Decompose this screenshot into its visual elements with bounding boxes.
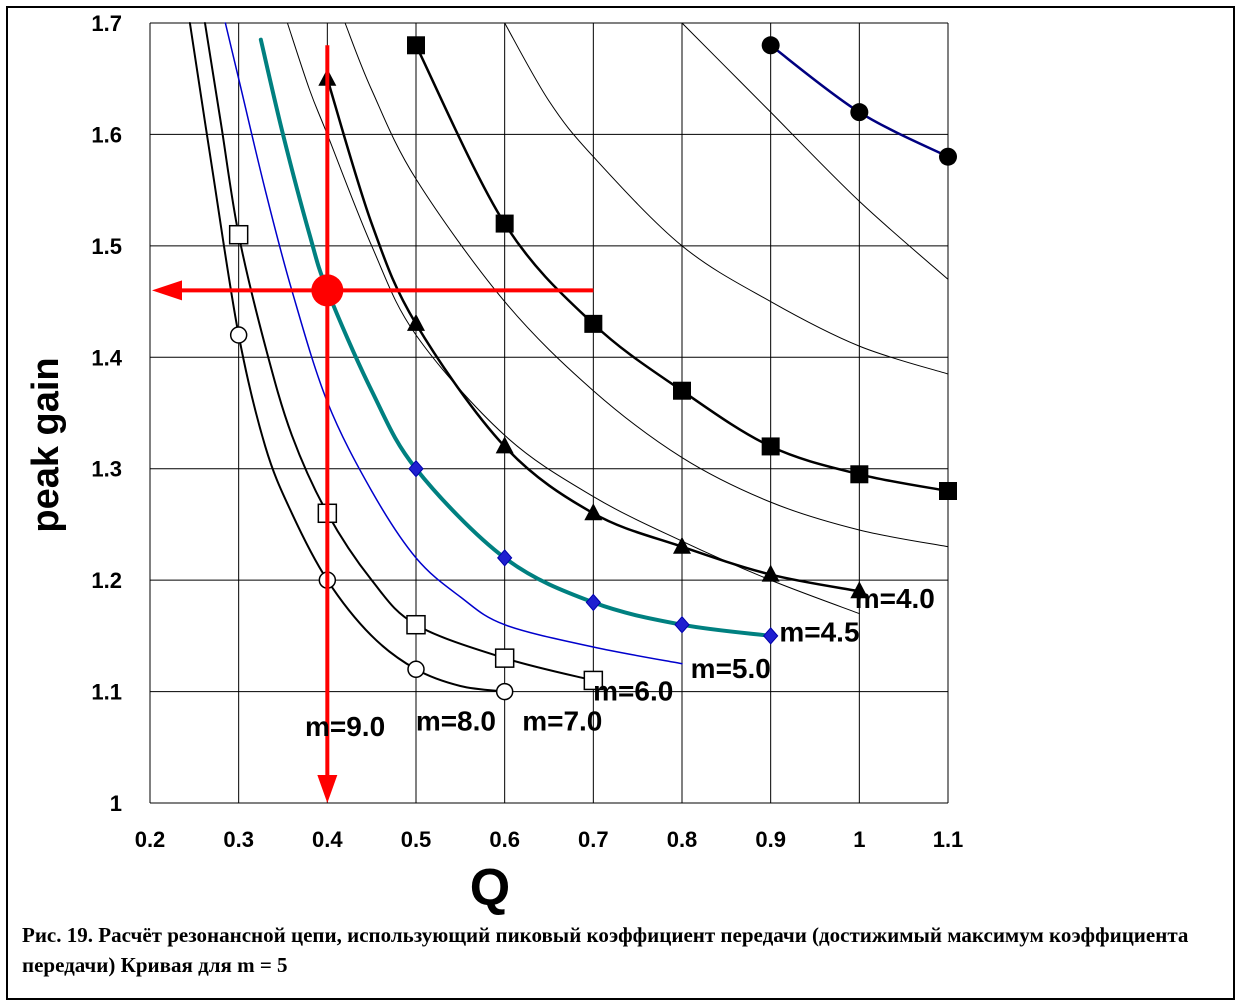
data-point-open-circle (407, 660, 425, 679)
x-tick-label: 0.5 (401, 827, 432, 852)
curve-label: m=5.0 (691, 653, 771, 684)
tick-labels: 0.2 0.3 0.4 0.5 0.6 0.7 0.8 0.9 1 1.1 1 1.1 1.2 1.3 1.… (91, 11, 963, 852)
series-line-4 (286, 22, 860, 615)
data-point-triangle (584, 503, 603, 521)
data-point-diamond (497, 549, 513, 567)
data-point-square (761, 437, 780, 456)
data-point-triangle (761, 564, 780, 582)
red-annotation (152, 45, 594, 803)
data-point-triangle (407, 313, 425, 331)
x-tick-label: 0.4 (312, 827, 343, 852)
data-point-open-circle (229, 326, 248, 344)
data-point-square (939, 482, 957, 500)
red-down-arrowhead (317, 775, 338, 803)
data-point-square (673, 381, 691, 400)
x-tick-label: 0.6 (489, 827, 520, 852)
x-tick-label: 1 (853, 827, 865, 852)
curve-label: m=9.0 (305, 711, 385, 742)
data-point-open-circle (495, 682, 514, 701)
y-tick-label: 1.2 (91, 568, 122, 593)
markers (228, 36, 957, 701)
data-point-filled-circle (761, 36, 780, 55)
data-point-open-square (583, 670, 604, 691)
data-point-diamond (408, 459, 424, 478)
series-line-9 (681, 22, 949, 280)
data-point-square (584, 314, 603, 333)
data-point-triangle (495, 436, 514, 454)
curve-label: m=4.0 (855, 583, 935, 614)
red-operating-point (311, 274, 344, 307)
x-tick-label: 0.3 (223, 827, 254, 852)
data-point-square (407, 36, 425, 55)
series-line-6 (344, 22, 949, 548)
data-point-open-square (494, 648, 515, 668)
figure-caption: Рис. 19. Расчёт резонансной цепи, исполь… (22, 923, 1189, 977)
curve-label: m=8.0 (416, 706, 496, 737)
data-point-diamond (674, 615, 690, 634)
y-tick-label: 1.5 (91, 234, 122, 259)
y-tick-label: 1.7 (91, 11, 122, 36)
curve-labels: m=9.0 m=8.0 m=7.0m=6.0 m=5.0 m=4.5m=4.0 (305, 583, 935, 742)
peak-gain-chart: 0.2 0.3 0.4 0.5 0.6 0.7 0.8 0.9 1 1.1 1 1.1 1.2 1.3 1.… (25, 11, 963, 915)
series-line-8 (504, 22, 949, 375)
data-point-triangle (850, 581, 869, 599)
curve-label: m=6.0 (593, 675, 673, 706)
data-point-diamond (763, 627, 779, 645)
red-left-arrowhead (152, 280, 182, 301)
curve-label: m=7.0 (522, 706, 602, 737)
series-line-5 (326, 77, 861, 593)
grid (149, 22, 949, 804)
data-point-open-square (228, 224, 249, 245)
y-tick-label: 1.1 (91, 680, 122, 705)
x-axis-title: Q (470, 859, 510, 915)
data-point-square (495, 214, 514, 233)
y-tick-label: 1.4 (91, 345, 122, 370)
data-point-diamond (585, 593, 601, 612)
data-point-open-square (406, 614, 426, 635)
data-point-triangle (673, 536, 691, 554)
y-axis-title: peak gain (25, 357, 67, 532)
x-tick-label: 0.7 (578, 827, 609, 852)
y-tick-label: 1.3 (91, 457, 122, 482)
y-tick-label: 1 (110, 791, 122, 816)
data-point-filled-circle (850, 103, 869, 122)
x-tick-label: 0.8 (667, 827, 698, 852)
series-line-2 (224, 22, 683, 665)
x-tick-label: 1.1 (933, 827, 964, 852)
curve-label: m=4.5 (779, 616, 859, 647)
x-tick-label: 0.9 (755, 827, 786, 852)
data-point-filled-circle (939, 147, 957, 166)
series-line-3 (258, 37, 773, 638)
y-tick-label: 1.6 (91, 122, 122, 147)
series-line-1 (203, 22, 595, 682)
x-tick-label: 0.2 (135, 827, 166, 852)
data-point-square (850, 465, 869, 484)
figure-frame (6, 6, 1235, 1000)
